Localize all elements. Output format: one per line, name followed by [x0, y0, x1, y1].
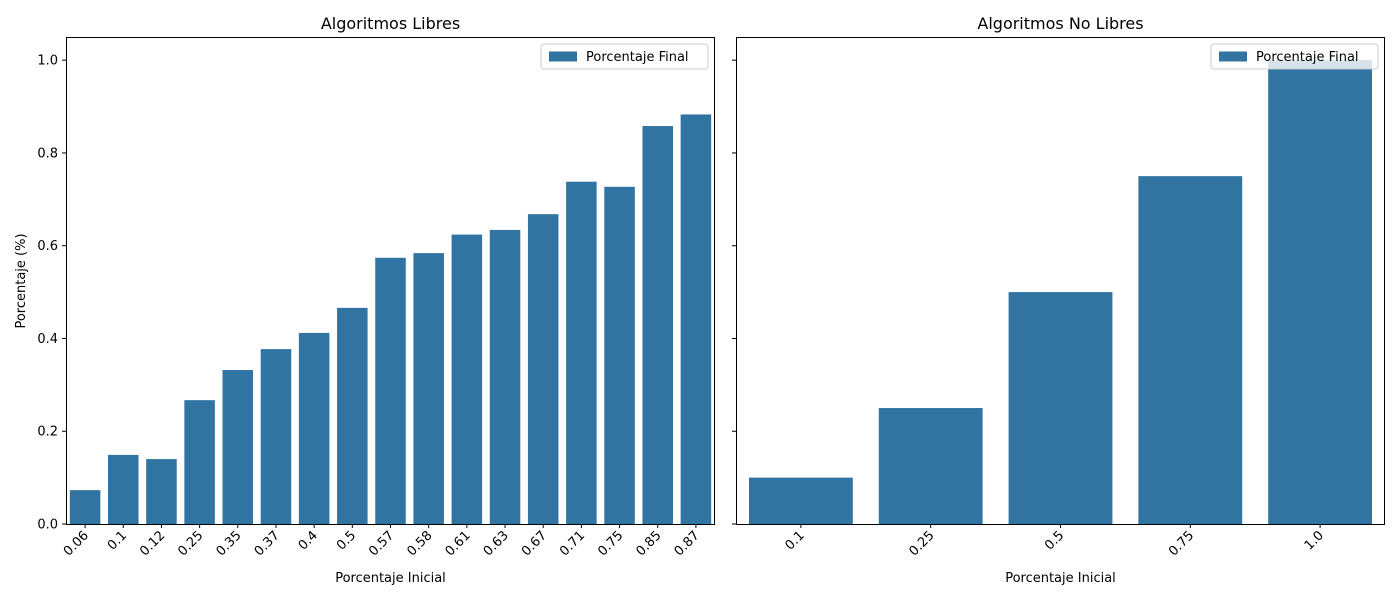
legend: Porcentaje Final [540, 43, 709, 70]
x-tick-label: 0.35 [214, 528, 245, 559]
x-axis-label: Porcentaje Inicial [335, 571, 446, 586]
bar[interactable] [1138, 176, 1243, 524]
x-tick-label: 0.75 [595, 528, 626, 559]
x-tick-label: 0.67 [519, 528, 550, 559]
legend-box [540, 43, 709, 70]
bar[interactable] [1268, 60, 1373, 524]
bar[interactable] [489, 229, 521, 524]
y-tick-label: 0.0 [37, 518, 58, 533]
legend-label: Porcentaje Final [586, 50, 689, 65]
x-tick-label: 1.0 [1302, 528, 1327, 553]
y-tick-label: 1.0 [37, 54, 58, 69]
bar[interactable] [413, 253, 444, 524]
chart-panel-no-libres: Algoritmos No Libres Porcentaje Inicial … [732, 14, 1385, 586]
bar[interactable] [451, 234, 483, 524]
bar[interactable] [184, 400, 215, 524]
x-tick-label: 0.12 [137, 528, 168, 559]
x-tick-label: 0.5 [1042, 528, 1067, 553]
x-axis-label: Porcentaje Inicial [1005, 571, 1116, 586]
y-tick-label: 0.2 [37, 425, 58, 440]
legend-swatch [549, 51, 577, 62]
bar[interactable] [642, 126, 673, 525]
x-tick-label: 0.87 [672, 528, 703, 559]
x-tick-label: 0.71 [557, 528, 588, 559]
x-tick-label: 0.1 [782, 528, 807, 553]
axes-frame [736, 37, 1385, 525]
x-tick-label: 0.25 [175, 528, 206, 559]
legend-box [1210, 43, 1379, 70]
bar[interactable] [604, 186, 635, 524]
y-tick-label: 0.8 [37, 146, 58, 161]
bar[interactable] [260, 349, 292, 524]
x-tick-label: 0.06 [61, 528, 92, 559]
x-tick-label: 0.57 [366, 528, 397, 559]
x-tick-label: 0.37 [252, 528, 283, 559]
x-tick-label: 0.1 [105, 528, 130, 553]
bar[interactable] [337, 307, 368, 524]
bar[interactable] [680, 114, 712, 525]
y-axis-label: Porcentaje (%) [14, 233, 29, 328]
x-tick-label: 0.5 [334, 528, 359, 553]
x-tick-label: 0.4 [296, 528, 321, 553]
x-tick-label: 0.58 [404, 528, 435, 559]
x-tick-label: 0.75 [1166, 528, 1197, 559]
legend-swatch [1219, 51, 1247, 62]
bar[interactable] [375, 257, 406, 524]
bar[interactable] [527, 214, 559, 524]
chart-title: Algoritmos No Libres [977, 14, 1143, 33]
x-tick-label: 0.25 [906, 528, 937, 559]
bar[interactable] [107, 454, 139, 524]
bar[interactable] [1008, 292, 1113, 524]
chart-panel-libres: Algoritmos Libres Porcentaje Inicial Por… [14, 14, 715, 586]
bar[interactable] [566, 181, 597, 524]
y-tick-label: 0.4 [37, 332, 58, 347]
x-tick-label: 0.61 [443, 528, 474, 559]
x-tick-label: 0.85 [633, 528, 664, 559]
legend-label: Porcentaje Final [1256, 50, 1359, 65]
bar[interactable] [69, 490, 101, 524]
legend: Porcentaje Final [1210, 43, 1379, 70]
bar[interactable] [146, 459, 177, 524]
bar[interactable] [748, 477, 853, 524]
y-tick-label: 0.6 [37, 239, 58, 254]
x-tick-label: 0.63 [481, 528, 512, 559]
bar[interactable] [878, 408, 983, 524]
bar[interactable] [222, 370, 254, 524]
chart-title: Algoritmos Libres [321, 14, 460, 33]
axes-frame [66, 37, 715, 525]
bar[interactable] [298, 332, 330, 524]
